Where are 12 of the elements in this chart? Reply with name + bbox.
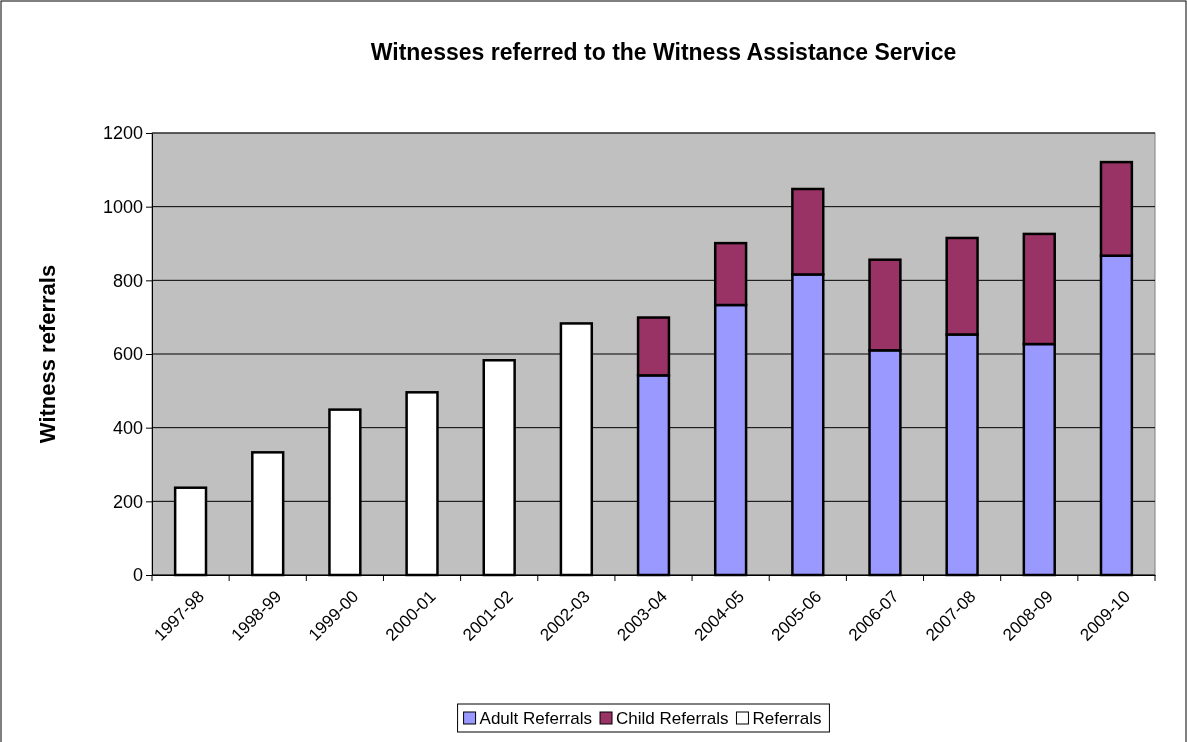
y-tick-label: 600 (112, 344, 143, 365)
y-tick-label: 1200 (102, 123, 143, 144)
y-tick-label: 0 (132, 565, 143, 586)
y-tick-label: 400 (112, 417, 143, 438)
legend-label: Adult Referrals (479, 709, 593, 728)
chart-title: Witnesses referred to the Witness Assistance Service (370, 39, 957, 65)
y-tick-label: 200 (112, 491, 143, 512)
y-tick-label: 800 (112, 270, 143, 291)
y-axis-title: Witness referrals (35, 264, 60, 444)
legend-label: Child Referrals (616, 709, 729, 728)
legend-label: Referrals (752, 709, 822, 728)
y-tick-label: 1000 (102, 196, 143, 217)
